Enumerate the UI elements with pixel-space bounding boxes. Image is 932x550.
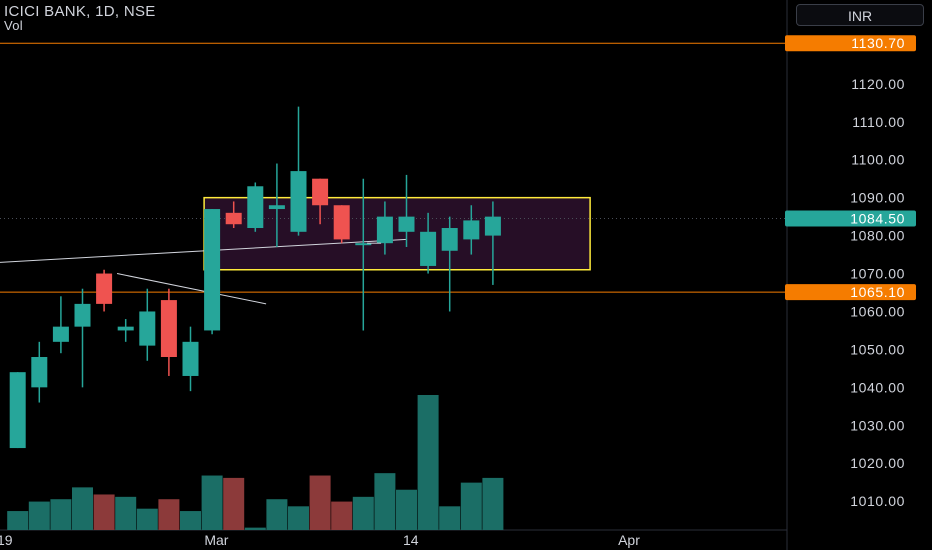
- x-tick-label: Mar: [204, 532, 228, 548]
- volume-bar: [180, 511, 201, 530]
- candle: [441, 216, 458, 312]
- candle: [312, 178, 329, 225]
- price-level-label: 1130.70: [851, 35, 905, 51]
- candle-body: [398, 216, 415, 232]
- volume-bar: [201, 475, 223, 530]
- candle: [225, 201, 242, 229]
- volume-bar: [50, 499, 72, 530]
- volume-bar: [374, 473, 396, 530]
- y-tick-label: 1060.00: [850, 303, 905, 319]
- candle: [484, 201, 501, 285]
- currency-button[interactable]: INR: [796, 4, 924, 26]
- candle: [182, 326, 199, 392]
- candle-body: [182, 341, 199, 376]
- volume-bar: [223, 477, 245, 530]
- current-price-label: 1084.50: [850, 211, 905, 227]
- x-tick-label: 19: [0, 532, 13, 548]
- y-tick-label: 1030.00: [850, 417, 905, 433]
- candle: [31, 341, 48, 403]
- y-tick-label: 1080.00: [850, 228, 905, 244]
- volume-bar: [439, 506, 461, 530]
- candle-body: [376, 216, 393, 244]
- volume-bar: [244, 527, 266, 530]
- current-price-badge: [785, 210, 916, 227]
- volume-bar: [93, 494, 115, 530]
- candle-body: [290, 171, 307, 232]
- trendline: [116, 273, 267, 305]
- trendline: [0, 238, 407, 263]
- volume-bar: [331, 501, 353, 530]
- y-tick-label: 1020.00: [850, 455, 905, 471]
- candle: [290, 106, 307, 236]
- candle: [376, 201, 393, 255]
- y-tick-label: 1040.00: [850, 379, 905, 395]
- candle: [9, 372, 26, 449]
- candle-body: [204, 209, 221, 331]
- volume-bar: [288, 506, 309, 530]
- candle: [117, 319, 134, 342]
- candle-body: [463, 220, 480, 240]
- candle-body: [31, 357, 48, 388]
- x-tick-label: 14: [403, 532, 419, 548]
- volume-bar: [158, 499, 180, 530]
- volume-bar: [352, 496, 374, 530]
- y-tick-label: 1100.00: [851, 152, 905, 168]
- candle-body: [160, 300, 177, 358]
- volume-bar: [136, 508, 158, 530]
- candle: [420, 212, 437, 274]
- y-tick-label: 1110.00: [852, 114, 905, 130]
- price-axis-background: [787, 0, 932, 550]
- candle-body: [312, 178, 329, 206]
- candle: [96, 269, 113, 312]
- y-tick-label: 1120.00: [851, 76, 905, 92]
- candle-body: [52, 326, 69, 342]
- volume-bar: [309, 475, 331, 530]
- y-tick-label: 1010.00: [850, 493, 905, 509]
- candle-body: [268, 205, 285, 210]
- x-tick-label: Apr: [618, 532, 640, 548]
- candle: [74, 288, 91, 388]
- candle-body: [139, 311, 156, 346]
- volume-bar: [396, 489, 417, 530]
- volume-bar: [72, 487, 93, 530]
- candle-body: [74, 303, 91, 327]
- price-level-badge: [785, 35, 916, 52]
- volume-bar: [28, 501, 50, 530]
- candle: [160, 288, 177, 376]
- candle-body: [484, 216, 501, 236]
- candle: [333, 205, 350, 244]
- candle-body: [247, 186, 264, 229]
- candle-body: [441, 228, 458, 251]
- y-tick-label: 1090.00: [850, 190, 905, 206]
- candle: [463, 205, 480, 255]
- volume-bar: [460, 482, 482, 530]
- candle: [268, 163, 285, 247]
- candle: [52, 296, 69, 354]
- candle-body: [117, 326, 134, 331]
- y-tick-label: 1070.00: [850, 266, 905, 282]
- candle: [247, 182, 264, 232]
- candle: [398, 174, 415, 247]
- candle-body: [420, 231, 437, 266]
- volume-bar: [417, 395, 439, 530]
- volume-bar: [482, 477, 504, 530]
- candle-body: [96, 273, 113, 304]
- candle-body: [225, 212, 242, 225]
- volume-bar: [7, 511, 29, 530]
- candle-body: [333, 205, 350, 240]
- volume-bar: [115, 496, 137, 530]
- candle: [204, 209, 221, 335]
- price-level-badge: [785, 284, 916, 301]
- symbol-title: ICICI BANK, 1D, NSE: [4, 3, 156, 20]
- volume-label: Vol: [4, 18, 23, 33]
- volume-bar: [266, 499, 288, 530]
- candle: [355, 178, 372, 331]
- candle-body: [9, 372, 26, 449]
- candle: [139, 288, 156, 361]
- price-level-label: 1065.10: [850, 284, 905, 300]
- y-tick-label: 1050.00: [850, 341, 905, 357]
- candle-body: [355, 243, 372, 246]
